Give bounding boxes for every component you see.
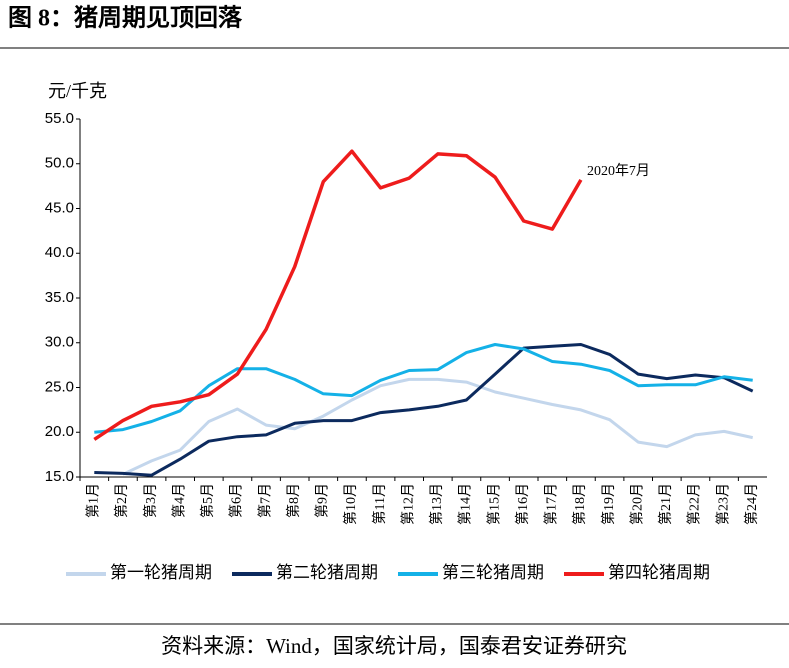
x-tick-label: 第3月 — [142, 483, 159, 518]
legend-label: 第四轮猪周期 — [608, 563, 710, 582]
x-tick-label: 第13月 — [428, 483, 445, 525]
x-tick-label: 第4月 — [170, 483, 187, 518]
series-line — [94, 343, 754, 477]
x-tick-label: 第6月 — [228, 483, 245, 518]
y-axis-label: 元/千克 — [48, 81, 107, 101]
x-tick-label: 第17月 — [543, 483, 560, 525]
x-tick-label: 第1月 — [85, 483, 102, 518]
legend-label: 第二轮猪周期 — [276, 563, 378, 582]
x-tick-label: 第19月 — [600, 483, 617, 525]
y-tick-label: 35.0 — [45, 289, 74, 306]
y-tick-label: 40.0 — [45, 244, 74, 261]
chart-title: 图 8：猪周期见顶回落 — [8, 5, 243, 32]
y-tick-label: 55.0 — [45, 110, 74, 127]
y-tick-label: 30.0 — [45, 334, 74, 351]
x-tick-label: 第15月 — [485, 483, 502, 525]
x-tick-label: 第14月 — [457, 483, 474, 525]
series-line — [93, 149, 583, 441]
series-line — [122, 377, 754, 476]
legend-label: 第一轮猪周期 — [110, 563, 212, 582]
x-tick-label: 第20月 — [628, 483, 645, 525]
annotation: 2020年7月 — [587, 163, 650, 179]
x-tick-label: 第2月 — [113, 483, 130, 518]
x-tick-label: 第23月 — [714, 483, 731, 525]
x-tick-label: 第10月 — [342, 483, 359, 525]
x-tick-label: 第16月 — [514, 483, 531, 525]
source-note: 资料来源：Wind，国家统计局，国泰君安证券研究 — [161, 634, 627, 658]
x-tick-label: 第11月 — [371, 483, 388, 524]
x-tick-label: 第7月 — [256, 483, 273, 518]
x-tick-label: 第18月 — [571, 483, 588, 525]
legend-label: 第三轮猪周期 — [442, 563, 544, 582]
x-tick-label: 第22月 — [686, 483, 703, 525]
x-tick-label: 第21月 — [657, 483, 674, 525]
x-tick-label: 第12月 — [399, 483, 416, 525]
y-tick-label: 15.0 — [45, 468, 74, 485]
x-tick-label: 第8月 — [285, 483, 302, 518]
y-tick-label: 25.0 — [45, 378, 74, 395]
series-line — [94, 343, 753, 434]
x-tick-label: 第9月 — [314, 483, 331, 518]
y-tick-label: 20.0 — [45, 423, 74, 440]
x-tick-label: 第5月 — [199, 483, 216, 518]
y-tick-label: 50.0 — [45, 155, 74, 172]
y-tick-label: 45.0 — [45, 199, 74, 216]
x-tick-label: 第24月 — [743, 483, 760, 525]
